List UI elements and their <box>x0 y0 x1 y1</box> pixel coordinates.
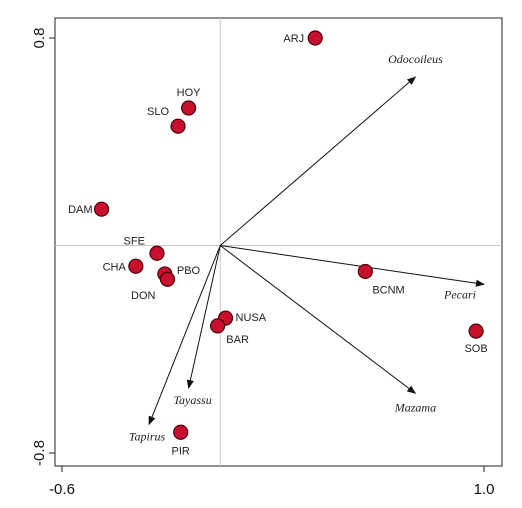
site-point-cha <box>128 258 144 274</box>
site-point-sob <box>468 323 484 339</box>
vector-label-mazama: Mazama <box>394 400 436 414</box>
site-point-slo <box>170 118 186 134</box>
site-point-dam <box>93 201 110 217</box>
site-label-don: DON <box>131 290 156 302</box>
site-label-nusa: NUSA <box>236 312 267 324</box>
site-point-sfe <box>149 245 165 261</box>
x-tick-label: 1.0 <box>474 481 495 498</box>
site-label-bar: BAR <box>226 334 249 346</box>
site-label-cha: CHA <box>103 261 127 273</box>
site-label-sfe: SFE <box>124 235 145 247</box>
site-point-pir <box>173 424 189 440</box>
vector-label-odocoileus: Odocoileus <box>388 52 443 66</box>
site-label-sob: SOB <box>464 343 487 355</box>
vector-tayassu <box>186 245 221 390</box>
vector-label-tayassu: Tayassu <box>173 393 211 407</box>
plot-frame <box>54 17 503 467</box>
vector-tapirus <box>148 245 221 426</box>
site-point-bar <box>210 318 226 334</box>
site-point-arj <box>307 30 323 46</box>
vector-pecari <box>220 245 485 287</box>
y-tick-label: -0.8 <box>31 440 48 466</box>
site-label-pir: PIR <box>172 445 190 457</box>
x-tick-label: -0.6 <box>49 481 75 498</box>
site-point-bcnm <box>357 263 373 280</box>
vector-odocoileus <box>219 76 417 246</box>
vector-label-pecari: Pecari <box>443 287 476 301</box>
vector-mazama <box>219 245 417 394</box>
site-label-slo: SLO <box>147 106 169 118</box>
site-point-hoy <box>181 100 197 116</box>
site-label-bcnm: BCNM <box>372 284 404 296</box>
site-point-don <box>159 271 176 287</box>
vector-label-tapirus: Tapirus <box>129 429 166 443</box>
site-label-pbo: PBO <box>177 265 201 277</box>
y-tick-label: 0.8 <box>31 28 48 49</box>
site-label-arj: ARJ <box>283 33 304 45</box>
site-label-dam: DAM <box>68 204 92 216</box>
site-label-hoy: HOY <box>177 87 202 99</box>
